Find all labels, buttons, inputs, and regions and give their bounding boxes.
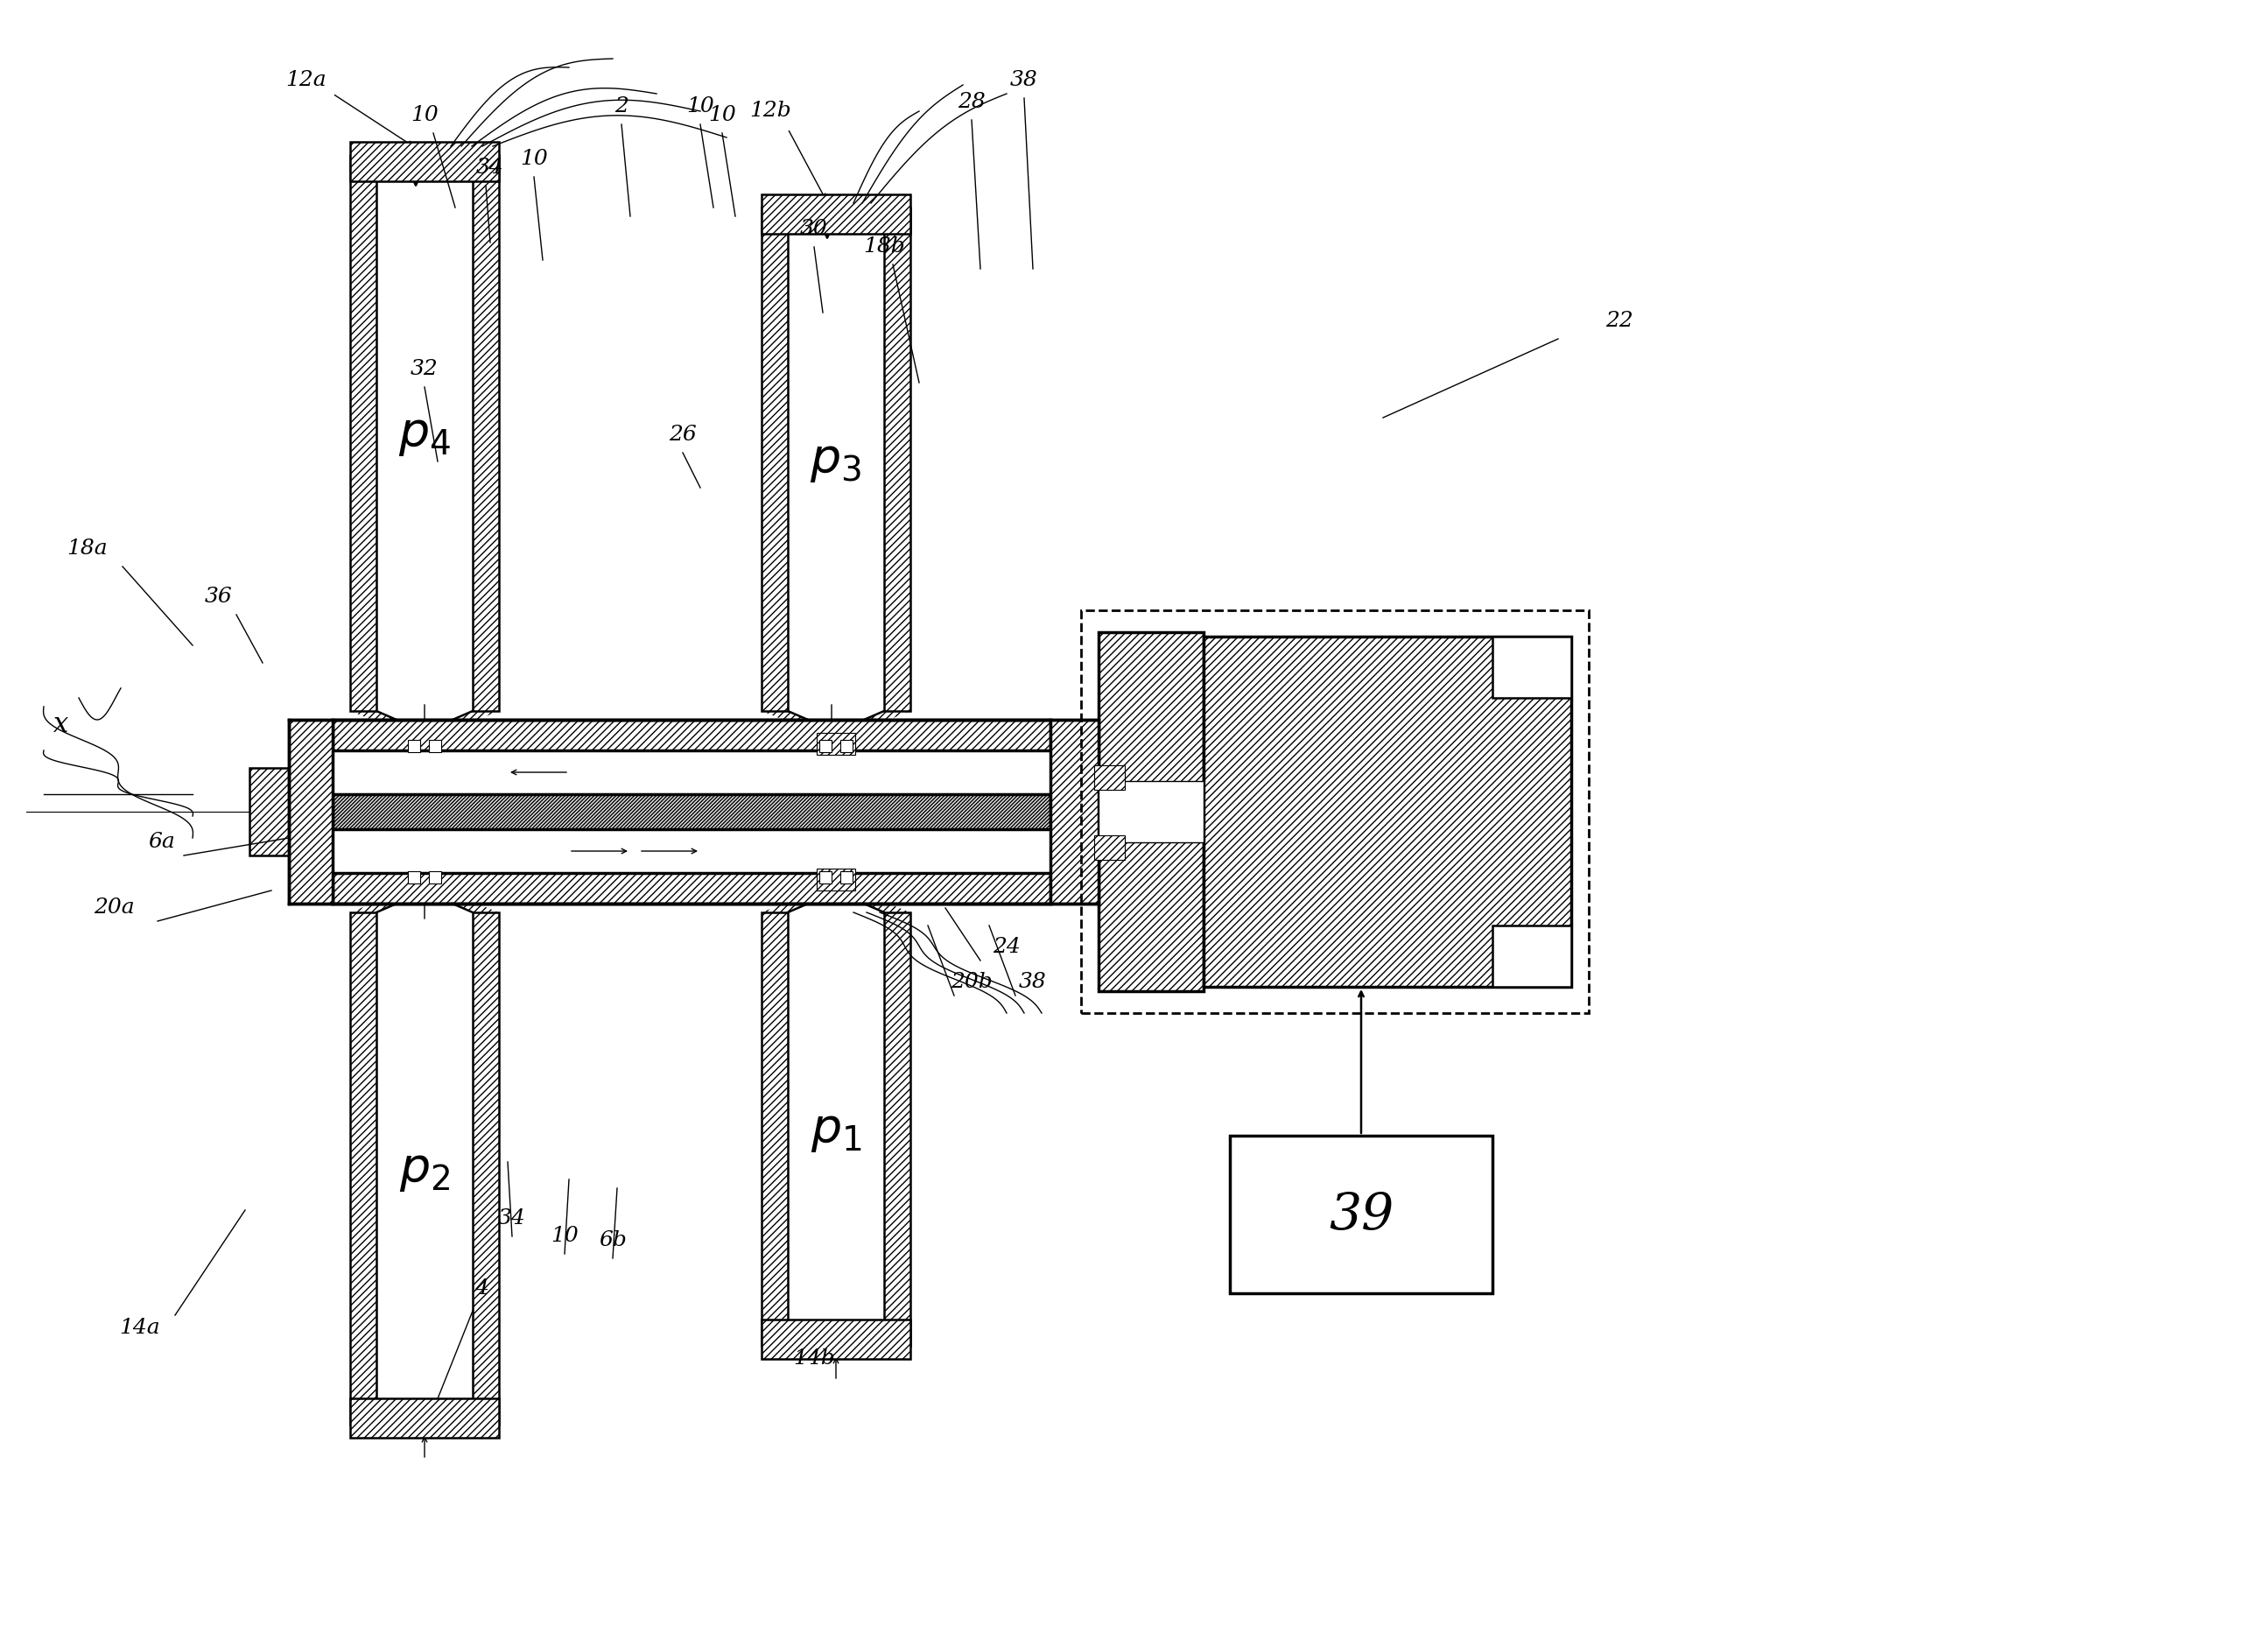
Bar (1093, 836, 1125, 860)
Bar (249, 769, 288, 855)
Text: 34: 34 (499, 1208, 526, 1228)
Bar (762, 912, 787, 1346)
Bar (349, 156, 376, 712)
Bar (816, 868, 855, 891)
Bar (787, 234, 885, 712)
Text: 14a: 14a (120, 1317, 161, 1337)
Bar (885, 208, 909, 712)
Bar (1492, 637, 1572, 698)
Bar (762, 195, 909, 234)
Text: 20a: 20a (93, 898, 134, 917)
Text: x: x (54, 711, 68, 738)
Text: 20b: 20b (950, 971, 993, 992)
Bar (429, 740, 442, 753)
Bar (408, 872, 420, 885)
Text: 12b: 12b (748, 101, 792, 120)
Text: $p_4$: $p_4$ (399, 410, 451, 457)
Text: $p_2$: $p_2$ (399, 1145, 449, 1193)
Text: 38: 38 (1009, 70, 1039, 89)
Bar (408, 740, 420, 753)
Bar (1098, 782, 1204, 842)
Text: 22: 22 (1606, 311, 1633, 330)
Bar (472, 912, 499, 1424)
Text: 18a: 18a (68, 538, 109, 558)
Text: 10: 10 (411, 106, 438, 125)
Text: 18b: 18b (864, 236, 905, 257)
Text: 2: 2 (615, 96, 628, 117)
Bar (333, 873, 1050, 904)
Bar (333, 829, 1050, 873)
Text: 32: 32 (411, 359, 438, 379)
Text: 12a: 12a (286, 70, 327, 89)
Bar (1229, 1137, 1492, 1293)
Bar (1093, 766, 1125, 790)
Text: 10: 10 (708, 106, 737, 125)
Bar (1492, 925, 1572, 987)
Bar (1050, 720, 1098, 904)
Text: 28: 28 (957, 93, 987, 112)
Bar (333, 795, 1050, 829)
Bar (787, 912, 885, 1320)
Text: 6b: 6b (599, 1229, 626, 1250)
Bar (762, 1320, 909, 1359)
Text: 38: 38 (1018, 971, 1048, 992)
Bar (841, 872, 853, 885)
Text: 24: 24 (993, 937, 1021, 956)
Text: 26: 26 (669, 424, 696, 444)
Bar (333, 720, 1050, 751)
Text: 36: 36 (204, 587, 234, 606)
Bar (349, 1398, 499, 1437)
Text: $p_3$: $p_3$ (810, 436, 862, 485)
Bar (819, 872, 832, 885)
Bar (762, 208, 787, 712)
Bar (349, 143, 499, 182)
Bar (288, 720, 333, 904)
Text: 10: 10 (551, 1224, 578, 1246)
Text: 4: 4 (474, 1278, 488, 1298)
Text: $p_1$: $p_1$ (810, 1106, 862, 1153)
Bar (333, 751, 1050, 795)
Bar (376, 182, 472, 712)
Text: 39: 39 (1329, 1190, 1393, 1239)
Bar (1082, 611, 1590, 1013)
Bar (819, 740, 832, 753)
Text: 30: 30 (801, 220, 828, 239)
Bar (472, 156, 499, 712)
Bar (376, 912, 472, 1398)
Bar (429, 872, 442, 885)
Bar (885, 912, 909, 1346)
Bar (841, 740, 853, 753)
Bar (349, 912, 376, 1424)
Bar (1098, 633, 1204, 992)
Text: 14b: 14b (794, 1348, 835, 1367)
Text: 10: 10 (519, 148, 549, 169)
Text: 6a: 6a (147, 831, 175, 852)
Bar (1204, 637, 1572, 987)
Text: 34: 34 (476, 158, 503, 177)
Text: 10: 10 (687, 96, 714, 117)
Bar (816, 733, 855, 754)
